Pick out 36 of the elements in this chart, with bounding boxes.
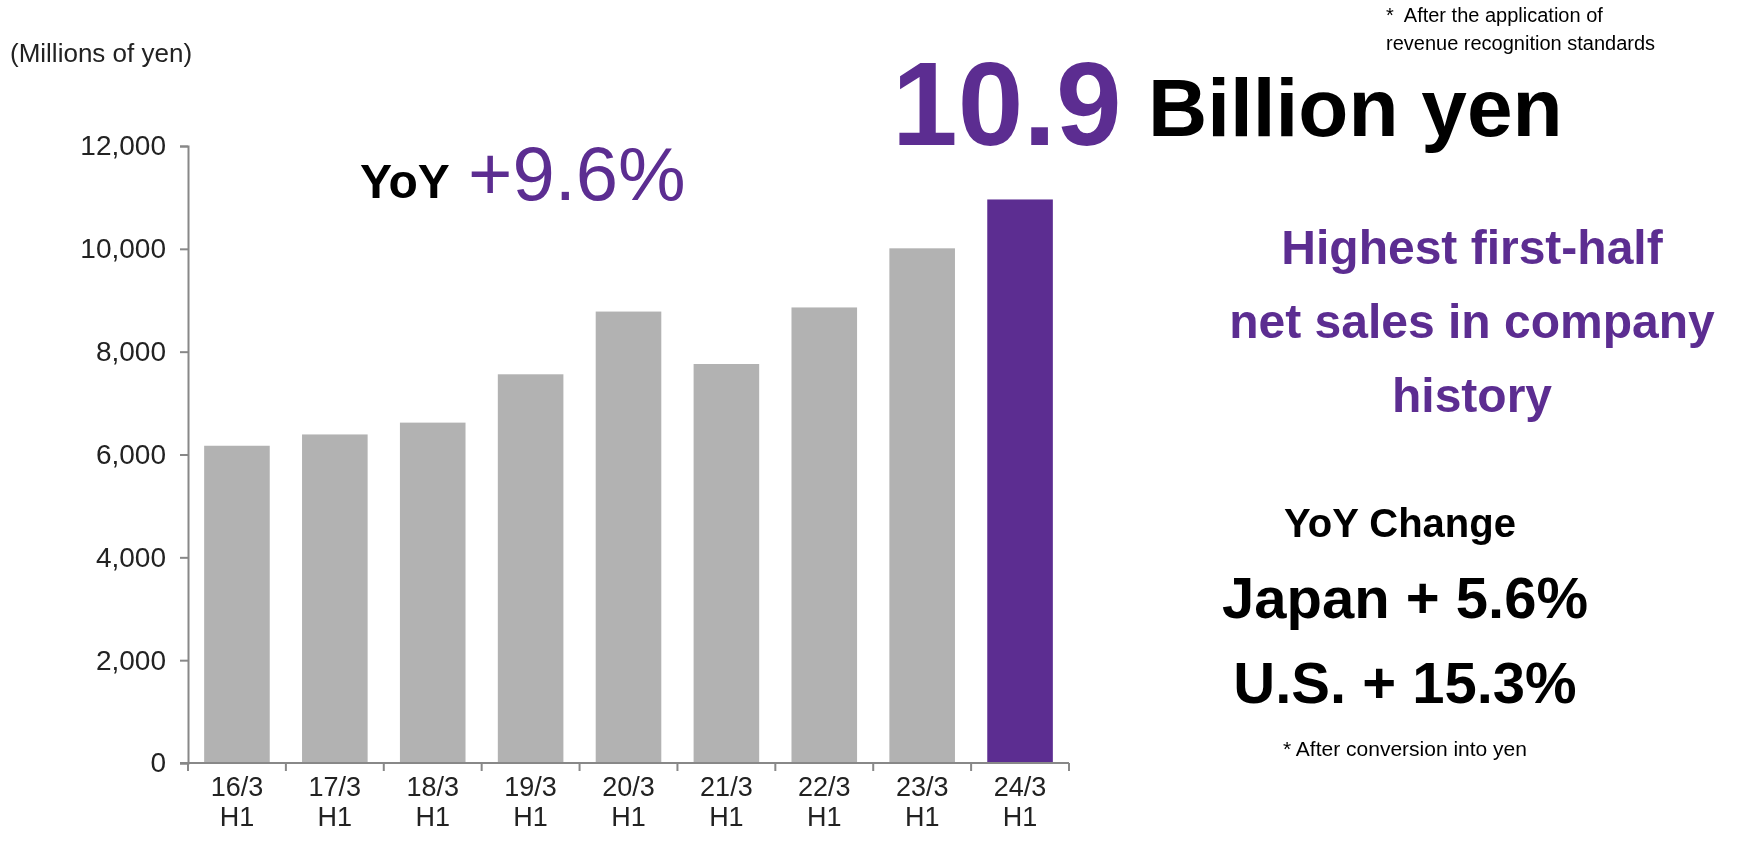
text: U.S. + 15.3% <box>1233 650 1577 715</box>
y-tick-label: 2,000 <box>95 644 166 676</box>
y-axis-title: (Millions of yen) <box>10 38 193 68</box>
x-tick-label: 18/3 H1 <box>406 772 459 832</box>
bar <box>497 374 564 763</box>
text: * After conversion into yen <box>1283 737 1527 760</box>
y-tick-label: 4,000 <box>95 541 166 573</box>
x-tick-label: 19/3 H1 <box>504 772 557 832</box>
x-tick-label: 17/3 H1 <box>308 772 362 832</box>
annotation: YoY <box>360 155 450 208</box>
y-tick-label: 8,000 <box>95 336 166 368</box>
bar <box>693 364 760 763</box>
x-tick-label: 23/3 H1 <box>895 772 949 832</box>
bar <box>204 445 270 763</box>
text: Japan + 5.6% <box>1222 565 1588 630</box>
y-tick-label: 6,000 <box>95 438 166 470</box>
x-tick-label: 20/3 H1 <box>602 772 655 832</box>
text: Billion yen <box>1148 62 1563 153</box>
x-tick-label: 22/3 H1 <box>798 772 851 832</box>
bar <box>987 199 1053 763</box>
bar <box>302 434 368 763</box>
x-tick-label: 16/3 H1 <box>210 772 264 832</box>
text: * After the application of revenue recognition standards <box>1386 4 1656 54</box>
text: YoY Change <box>1284 501 1516 545</box>
text: Highest first-half net sales in company history <box>1229 221 1716 422</box>
annotation: 10.9 <box>892 38 1122 170</box>
bar <box>399 422 466 763</box>
x-tick-label: 24/3 H1 <box>993 772 1047 832</box>
x-tick-label: 21/3 H1 <box>700 772 753 832</box>
y-tick-label: 0 <box>150 747 166 779</box>
annotation: +9.6% <box>468 131 686 216</box>
bar <box>889 248 955 763</box>
bar <box>595 311 662 763</box>
bar <box>791 307 858 763</box>
y-tick-label: 12,000 <box>80 130 166 162</box>
y-tick-label: 10,000 <box>80 233 166 265</box>
